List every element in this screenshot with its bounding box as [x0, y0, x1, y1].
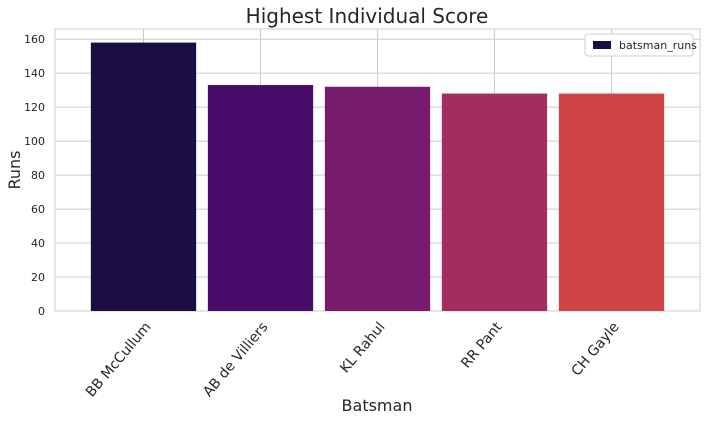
x-axis-ticks: BB McCullum AB de Villiers KL Rahul RR Pant… [83, 319, 623, 400]
bar [90, 42, 197, 311]
bars [90, 42, 665, 311]
y-axis-ticks: 0 20 40 60 80 100 120 140 160 [24, 33, 45, 318]
x-tick-label: CH Gayle [569, 319, 623, 379]
y-tick-label: 80 [31, 169, 45, 182]
y-tick-label: 100 [24, 135, 45, 148]
y-tick-label: 160 [24, 33, 45, 46]
legend-label: batsman_runs [619, 39, 697, 52]
bar [558, 93, 665, 311]
x-tick-label: AB de Villiers [200, 319, 271, 400]
y-tick-label: 0 [38, 305, 45, 318]
legend: batsman_runs [584, 33, 697, 57]
bar [441, 93, 548, 311]
x-tick-label: RR Pant [458, 319, 506, 372]
legend-swatch [593, 41, 611, 49]
y-tick-label: 20 [31, 271, 45, 284]
y-tick-label: 120 [24, 101, 45, 114]
x-tick-label: KL Rahul [337, 319, 389, 376]
y-tick-label: 40 [31, 237, 45, 250]
legend-frame [584, 33, 694, 57]
x-tick-label: BB McCullum [83, 319, 155, 400]
y-axis-label: Runs [5, 150, 24, 189]
bar [324, 86, 431, 311]
y-tick-label: 60 [31, 203, 45, 216]
chart-title: Highest Individual Score [246, 4, 489, 28]
bar [207, 85, 314, 311]
x-axis-label: Batsman [342, 396, 413, 415]
y-tick-label: 140 [24, 67, 45, 80]
